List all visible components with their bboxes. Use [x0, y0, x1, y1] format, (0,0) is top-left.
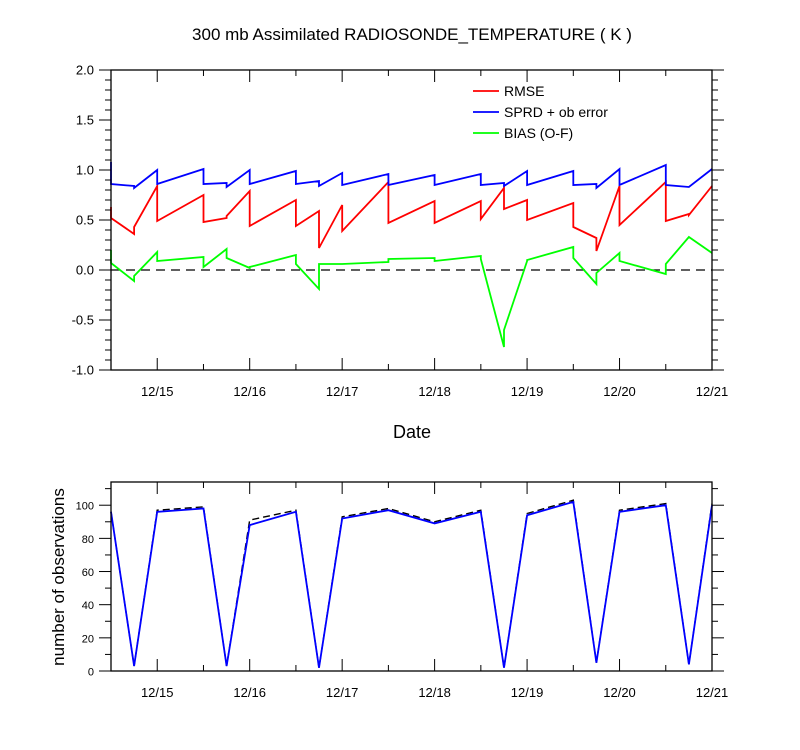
x-tick-label-0: 12/15: [141, 685, 174, 700]
y-tick-label-6: 2.0: [76, 63, 94, 78]
top-axis-ticks: 12/15 12/16 12/17 12/18 12/19 12/20 12/21 -1.0 -…: [72, 63, 729, 400]
series-line-sprd-ob-error: [110, 162, 713, 190]
x-tick-label-3: 12/18: [418, 685, 451, 700]
series-line-rmse: [110, 179, 713, 252]
top-chart-title: 300 mb Assimilated RADIOSONDE_TEMPERATUR…: [192, 25, 632, 44]
x-tick-label-0: 12/15: [141, 384, 174, 399]
top-series-group: [110, 162, 713, 348]
y-tick-label-0: 0: [88, 667, 94, 679]
series-line-bias-o-f: [110, 235, 713, 348]
y-tick-label-1: 20: [82, 633, 94, 645]
y-tick-label-4: 80: [82, 534, 94, 546]
bottom-y-axis-label: number of observations: [49, 488, 68, 666]
bottom-axis-ticks: 12/15 12/16 12/17 12/18 12/19 12/20 12/21 0 20 40…: [76, 482, 729, 700]
x-tick-label-2: 12/17: [326, 685, 359, 700]
y-tick-label-5: 1.5: [76, 113, 94, 128]
x-tick-label-2: 12/17: [326, 384, 359, 399]
x-tick-label-1: 12/16: [233, 384, 266, 399]
legend-label-bias: BIAS (O-F): [504, 125, 573, 141]
y-tick-label-2: 40: [82, 600, 94, 612]
bottom-plot-frame: [110, 481, 713, 672]
x-tick-label-6: 12/21: [696, 685, 729, 700]
x-tick-label-4: 12/19: [511, 384, 544, 399]
top-x-axis-label: Date: [393, 422, 431, 442]
y-tick-label-5: 100: [76, 501, 94, 513]
legend-label-sprd: SPRD + ob error: [504, 104, 608, 120]
bottom-series-group: [110, 499, 713, 668]
y-tick-label-3: 0.5: [76, 213, 94, 228]
y-tick-label-2: 0.0: [76, 263, 94, 278]
x-tick-label-3: 12/18: [418, 384, 451, 399]
legend: RMSE SPRD + ob error BIAS (O-F): [473, 83, 608, 141]
x-tick-label-4: 12/19: [511, 685, 544, 700]
x-tick-label-6: 12/21: [696, 384, 729, 399]
y-tick-label-1: -0.5: [72, 313, 94, 328]
y-tick-label-4: 1.0: [76, 163, 94, 178]
legend-label-rmse: RMSE: [504, 83, 544, 99]
x-tick-label-5: 12/20: [603, 384, 636, 399]
x-tick-label-1: 12/16: [233, 685, 266, 700]
y-tick-label-0: -1.0: [72, 363, 94, 378]
x-tick-label-5: 12/20: [603, 685, 636, 700]
bottom-panel: 12/15 12/16 12/17 12/18 12/19 12/20 12/21 0 20 40…: [49, 481, 729, 700]
y-tick-label-3: 60: [82, 567, 94, 579]
top-panel: 300 mb Assimilated RADIOSONDE_TEMPERATUR…: [72, 25, 729, 442]
series-line-observations-assimilated: [110, 500, 713, 668]
